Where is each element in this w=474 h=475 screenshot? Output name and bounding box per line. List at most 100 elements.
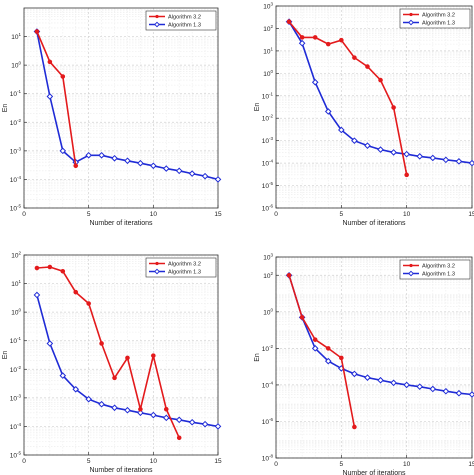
data-point [442,156,450,164]
chart-panel-4: 0 5 10 15 103 102 100 10-2 10-4 10-6 10-8 Number of… [254,253,474,475]
data-point [214,423,222,430]
data-point [138,406,143,412]
data-point [150,411,157,419]
y-axis-label: En [254,353,261,362]
series-algorithm-32 [34,264,182,441]
data-point [214,176,222,183]
data-point [351,137,358,144]
y-tick-label: 101 [11,32,21,41]
data-point [111,154,118,162]
data-point [403,381,410,389]
data-point [124,406,131,414]
series-line [36,31,77,166]
series-algorithm-13 [33,291,222,430]
series-algorithm-13 [285,18,474,167]
data-point [99,341,104,346]
legend: Algorithm 3.2 Algorithm 1.3 [145,10,217,31]
data-point [339,355,344,361]
data-point [468,391,474,398]
data-point [364,374,371,381]
y-tick-label: 10-4 [262,380,274,389]
legend-marker [154,21,160,28]
data-point [73,289,79,295]
data-point [403,150,410,158]
x-tick-label: 5 [87,458,91,465]
x-tick-label: 15 [214,458,222,465]
x-tick-label: 0 [22,211,26,218]
y-tick-label: 100 [263,307,273,316]
data-point [124,157,131,165]
data-point [365,64,370,69]
legend: Algorithm 3.2 Algorithm 1.3 [399,8,471,29]
data-point [377,376,384,384]
x-tick-label: 5 [87,211,91,218]
data-point [325,41,331,47]
chart-panel-2: 0 5 10 15 103 102 101 100 10-1 10-2 10-3 10-4 10-5 10… [254,2,474,227]
data-point [325,346,331,351]
y-tick-label: 10-5 [262,181,274,190]
axes-frame [23,7,219,209]
y-tick-label: 10-1 [262,91,274,100]
y-tick-label: 10-6 [262,204,274,213]
data-point [311,78,319,86]
data-point [34,265,40,271]
chart-panel-1: 0 5 10 15 101 100 10-1 10-2 10-3 10-4 10-5 Number o… [2,7,222,227]
data-point [286,19,292,24]
axes-frame [275,256,473,459]
series-algorithm-32 [286,272,357,430]
data-point [442,387,450,395]
y-tick-label: 102 [11,251,21,260]
chart-panel-3: 0 5 10 15 102 101 100 10-1 10-2 10-3 10-4 10-5 Numbe… [2,251,222,475]
data-point [324,357,332,365]
data-point [34,29,40,34]
y-tick-label: 102 [263,24,273,33]
series-algorithm-32 [286,19,409,178]
y-tick-label: 10-3 [10,393,22,402]
y-tick-label: 10-6 [262,417,274,426]
x-tick-label: 5 [340,461,344,468]
y-tick-label: 101 [263,46,273,55]
legend-marker [408,19,414,26]
data-point [162,414,170,422]
legend-label: Algorithm 1.3 [168,23,201,29]
legend-label: Algorithm 3.2 [422,13,455,19]
data-point [72,385,80,393]
data-point [98,151,105,159]
data-point [73,163,79,169]
data-point [59,372,67,379]
data-point [339,37,344,43]
legend-marker [155,261,159,266]
legend-marker [409,12,413,17]
y-axis-label: En [2,351,9,360]
x-tick-label: 15 [468,211,474,218]
x-tick-label: 0 [22,458,26,465]
data-point [59,147,67,155]
y-tick-label: 10-8 [262,454,274,463]
data-point [137,159,144,167]
legend-label: Algorithm 3.2 [168,15,201,21]
data-point [47,59,53,65]
x-tick-label: 10 [403,211,411,218]
x-axis-label: Number of iterations [89,467,153,474]
data-point [175,167,183,175]
data-point [404,172,409,178]
data-point [175,416,183,424]
data-point [286,272,292,278]
axes-frame [23,254,219,456]
data-point [390,149,397,156]
data-point [46,340,54,347]
y-tick-label: 10-5 [10,204,22,213]
x-tick-label: 10 [150,211,158,218]
legend: Algorithm 3.2 Algorithm 1.3 [399,259,471,280]
data-point [455,389,463,397]
data-point [455,158,463,165]
data-point [85,395,92,403]
x-tick-label: 15 [214,211,222,218]
data-point [188,418,196,426]
data-point [47,264,53,270]
series-line [36,266,180,439]
data-point [298,39,306,47]
data-point [299,35,305,40]
data-point [429,385,437,393]
minor-grid [24,8,218,208]
